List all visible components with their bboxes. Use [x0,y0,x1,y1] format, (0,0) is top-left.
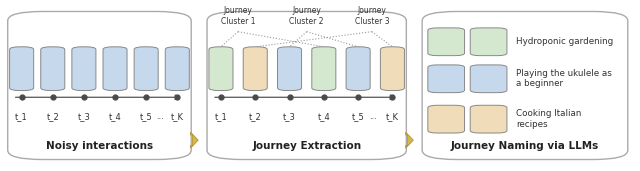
FancyBboxPatch shape [346,47,370,91]
Text: Journey
Cluster 2: Journey Cluster 2 [289,6,324,26]
FancyBboxPatch shape [312,47,336,91]
Text: t_4: t_4 [109,112,122,121]
FancyBboxPatch shape [380,47,404,91]
Text: t_2: t_2 [46,112,59,121]
Text: t_2: t_2 [249,112,262,121]
FancyBboxPatch shape [41,47,65,91]
FancyBboxPatch shape [428,28,465,56]
FancyBboxPatch shape [207,11,406,160]
Text: ...: ... [156,112,164,121]
Text: Noisy interactions: Noisy interactions [46,141,153,151]
Text: Journey Extraction: Journey Extraction [252,141,361,151]
FancyBboxPatch shape [103,47,127,91]
FancyBboxPatch shape [470,28,507,56]
FancyBboxPatch shape [278,47,301,91]
Text: t_K: t_K [171,112,184,121]
Text: t_5: t_5 [352,112,365,121]
Text: t_4: t_4 [317,112,330,121]
FancyArrow shape [406,132,413,148]
Text: Journey
Cluster 1: Journey Cluster 1 [221,6,255,26]
Text: Cooking Italian
recipes: Cooking Italian recipes [516,109,581,129]
Text: t_1: t_1 [214,112,227,121]
FancyBboxPatch shape [72,47,96,91]
FancyBboxPatch shape [10,47,34,91]
Text: ...: ... [370,112,378,121]
FancyArrow shape [191,132,198,148]
FancyBboxPatch shape [470,105,507,133]
FancyBboxPatch shape [428,105,465,133]
FancyBboxPatch shape [470,65,507,93]
FancyBboxPatch shape [422,11,628,160]
Text: Journey
Cluster 3: Journey Cluster 3 [355,6,389,26]
FancyBboxPatch shape [243,47,268,91]
Text: Playing the ukulele as
a beginner: Playing the ukulele as a beginner [516,69,612,88]
Text: Journey Naming via LLMs: Journey Naming via LLMs [451,141,599,151]
Text: t_1: t_1 [15,112,28,121]
Text: t_3: t_3 [283,112,296,121]
FancyBboxPatch shape [428,65,465,93]
Text: t_5: t_5 [140,112,152,121]
FancyBboxPatch shape [8,11,191,160]
FancyBboxPatch shape [134,47,158,91]
Text: t_3: t_3 [77,112,90,121]
Text: Hydroponic gardening: Hydroponic gardening [516,37,613,46]
FancyBboxPatch shape [165,47,189,91]
Text: t_K: t_K [386,112,399,121]
FancyBboxPatch shape [209,47,233,91]
